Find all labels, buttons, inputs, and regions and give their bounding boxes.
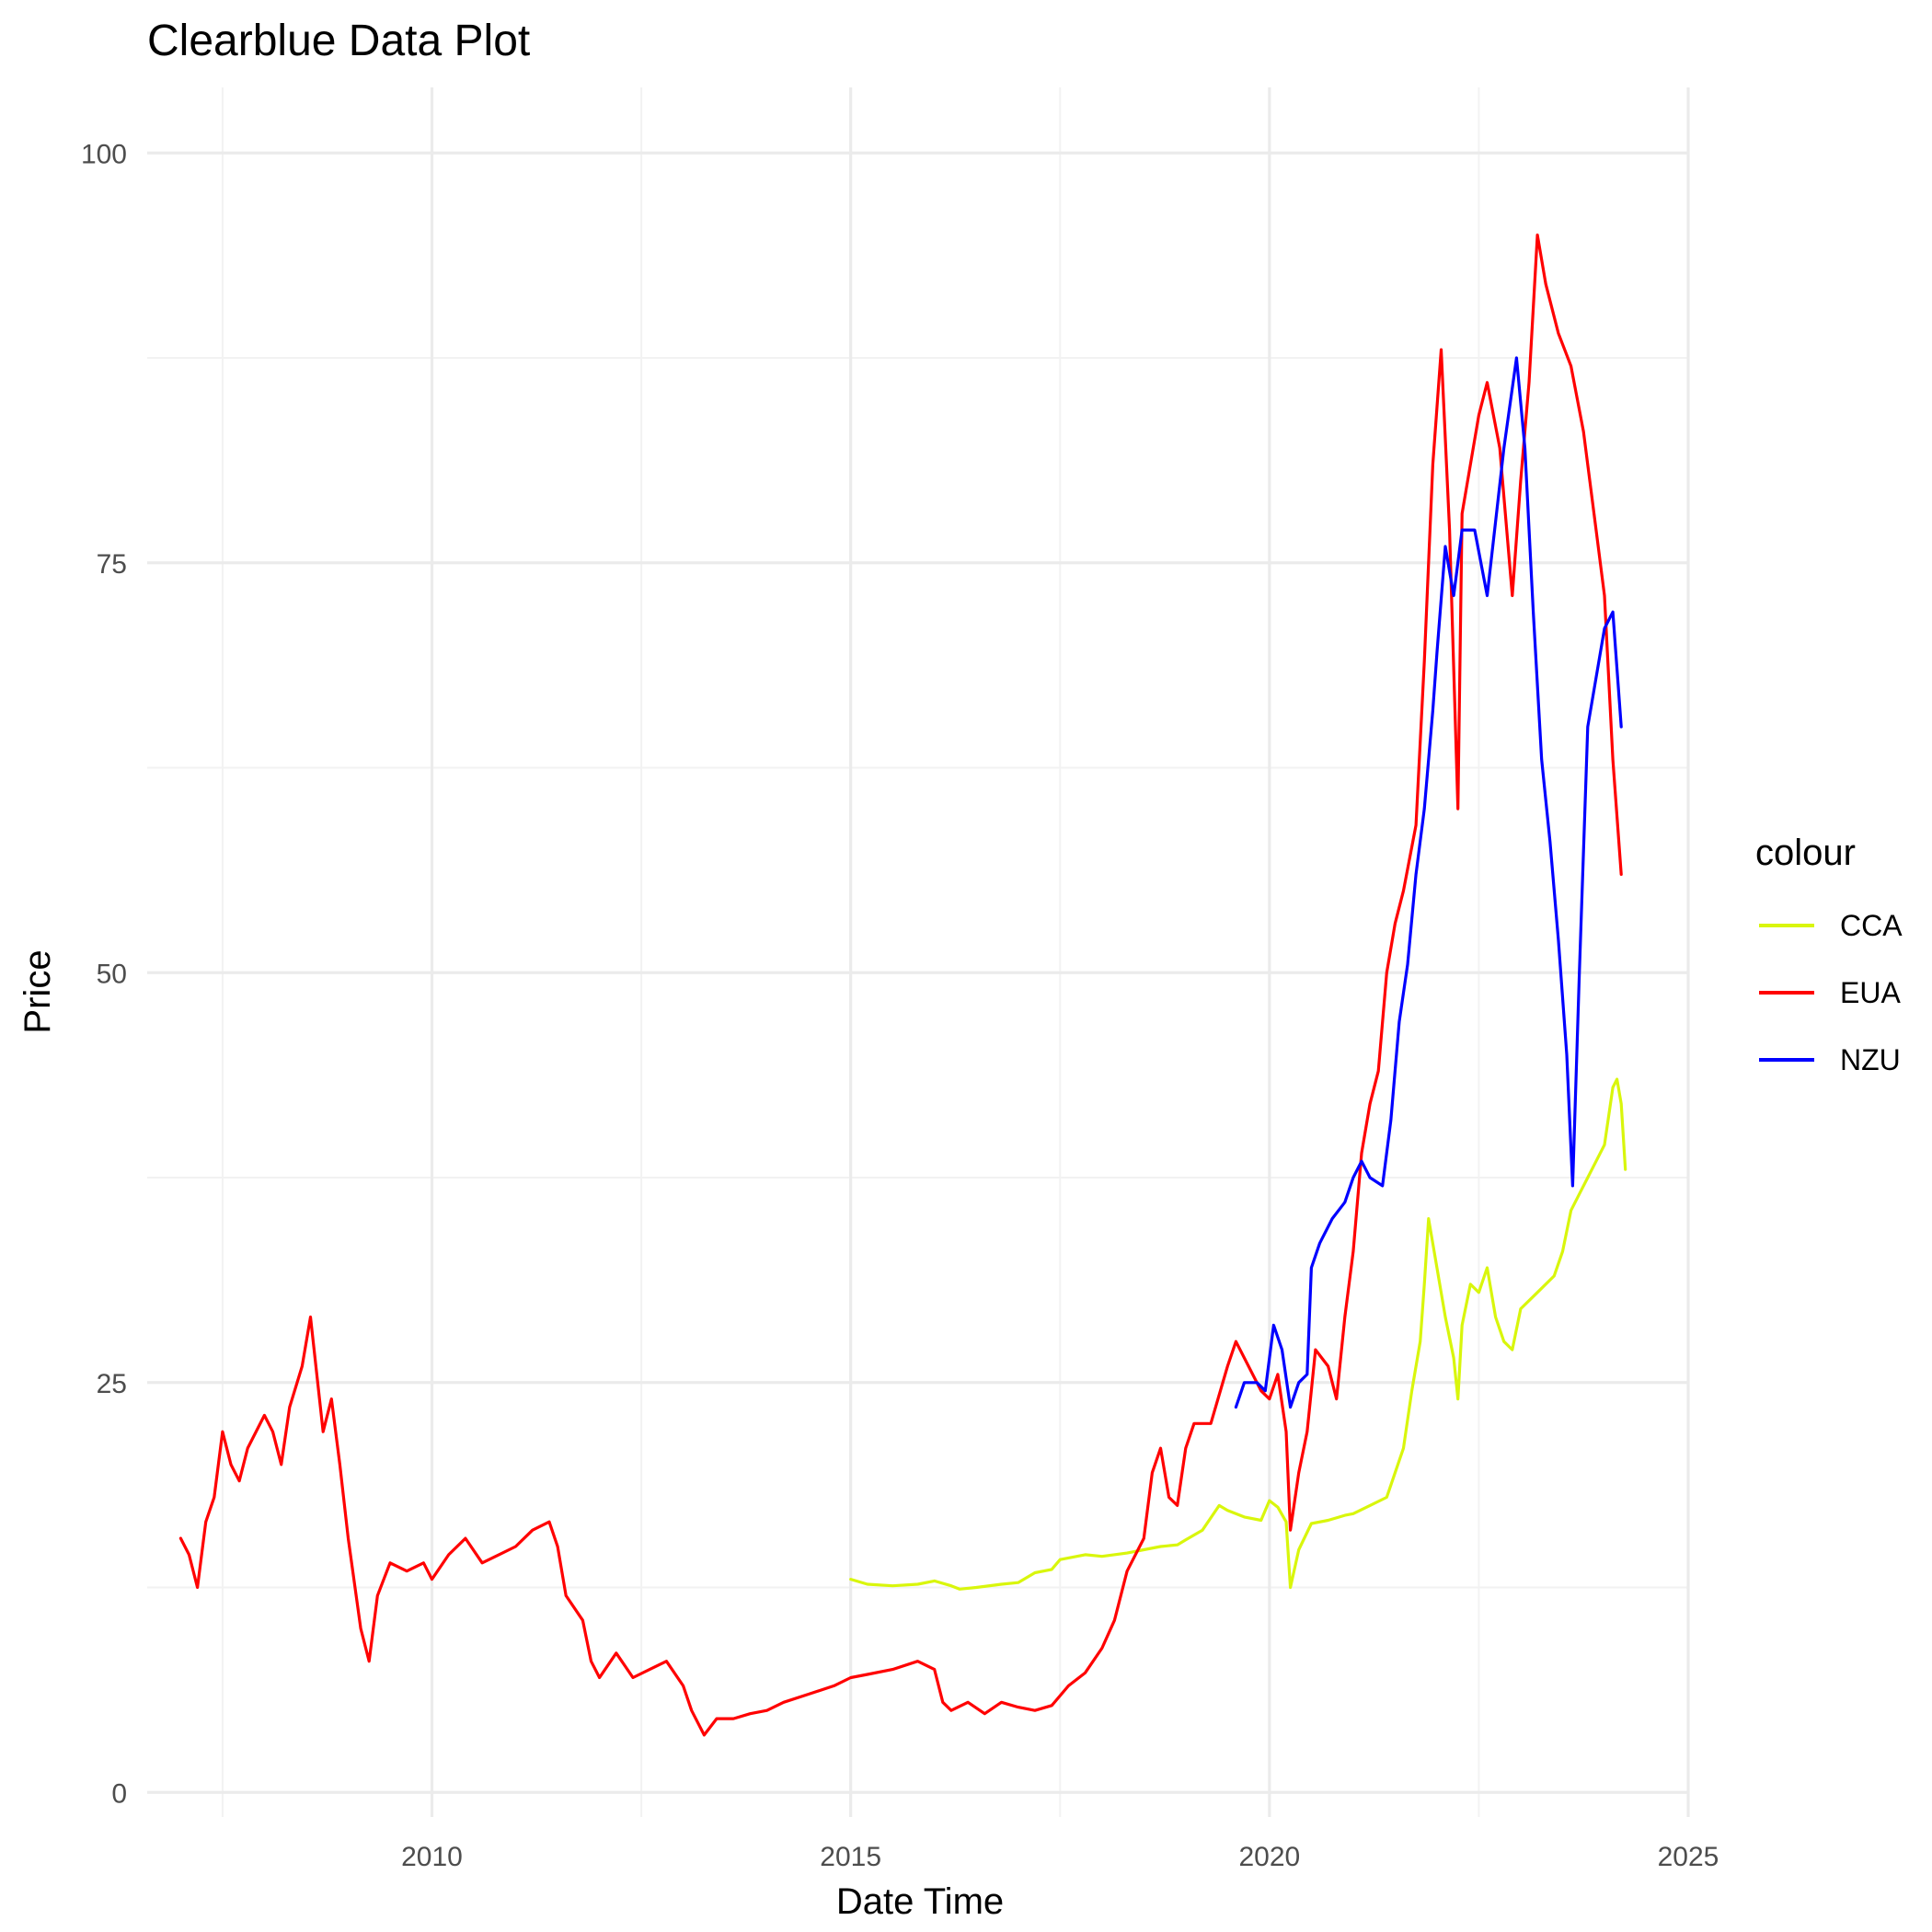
chart-title: Clearblue Data Plot (147, 17, 530, 65)
legend-items: CCA EUA NZU (1759, 909, 1903, 1076)
y-axis-ticks: 0 25 50 75 100 (81, 139, 127, 1809)
y-tick-label: 50 (97, 959, 127, 989)
series-lines (178, 233, 1627, 1737)
legend-title: colour (1755, 833, 1856, 873)
x-axis-ticks: 2010 2015 2020 2025 (401, 1842, 1719, 1872)
series-line-nzu (1234, 356, 1623, 1409)
x-tick-label: 2010 (401, 1842, 463, 1872)
y-axis-title: Price (17, 949, 58, 1033)
y-tick-label: 100 (81, 139, 127, 169)
series-line-eua (178, 233, 1623, 1737)
grid (147, 87, 1690, 1817)
x-tick-label: 2025 (1658, 1842, 1719, 1872)
y-tick-label: 0 (111, 1778, 127, 1809)
x-tick-label: 2020 (1238, 1842, 1300, 1872)
legend-label-cca: CCA (1840, 909, 1903, 942)
legend: colour CCA EUA NZU (1755, 833, 1903, 1076)
x-axis-title: Date Time (836, 1881, 1004, 1922)
y-tick-label: 75 (97, 549, 127, 580)
y-tick-label: 25 (97, 1369, 127, 1399)
legend-label-nzu: NZU (1840, 1043, 1901, 1076)
legend-label-eua: EUA (1840, 976, 1901, 1009)
x-tick-label: 2015 (820, 1842, 881, 1872)
series-line-cca (849, 1077, 1627, 1591)
